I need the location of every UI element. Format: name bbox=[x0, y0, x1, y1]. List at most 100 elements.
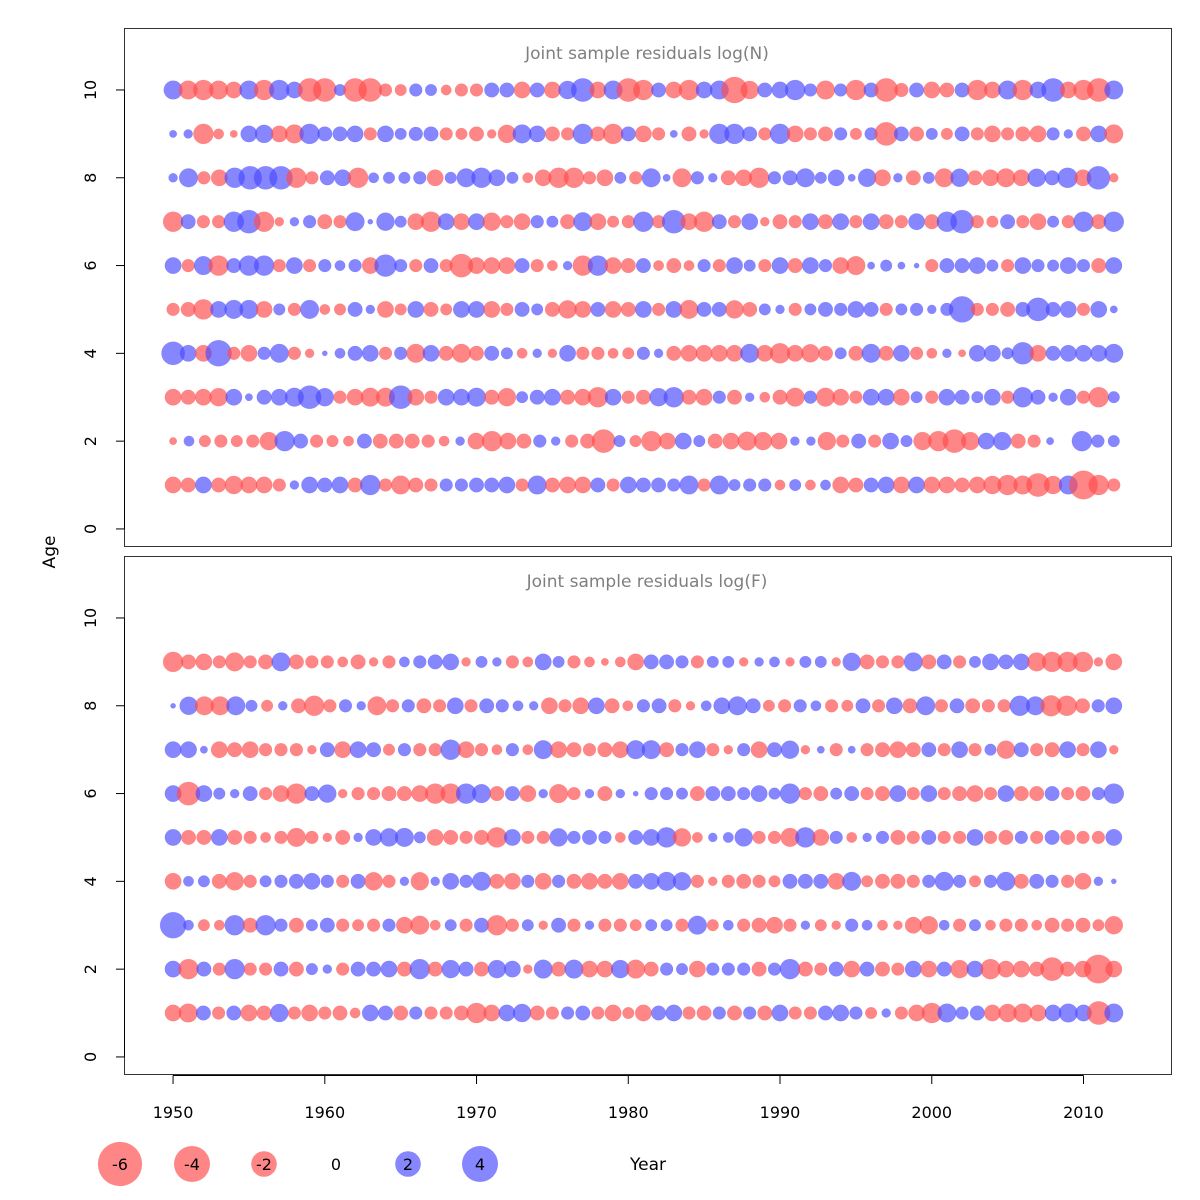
residual-bubble bbox=[567, 830, 581, 845]
residual-bubble bbox=[1091, 830, 1106, 845]
panel-log-f: Joint sample residuals log(F) 0 2 4 6 8 10 bbox=[81, 556, 1172, 1075]
residual-bubble bbox=[598, 830, 612, 845]
residual-bubble bbox=[178, 1003, 198, 1023]
y-tick-label: 10 bbox=[81, 80, 100, 100]
residual-bubble bbox=[1027, 168, 1046, 188]
residual-bubble bbox=[196, 829, 212, 845]
residual-bubble bbox=[622, 1006, 635, 1020]
residual-bubble bbox=[738, 657, 749, 667]
residual-bubble bbox=[742, 301, 758, 317]
residual-bubble bbox=[368, 172, 380, 184]
residual-bubble bbox=[643, 961, 659, 977]
residual-bubble bbox=[708, 876, 718, 887]
residual-bubble bbox=[1047, 215, 1060, 228]
residual-bubble bbox=[272, 258, 286, 273]
residual-bubble bbox=[406, 343, 426, 363]
residual-bubble bbox=[923, 476, 941, 494]
residual-bubble bbox=[875, 655, 890, 669]
residual-bubble bbox=[675, 655, 689, 669]
residual-bubble bbox=[211, 1006, 226, 1020]
residual-bubble bbox=[566, 873, 582, 889]
residual-bubble bbox=[878, 214, 894, 230]
residual-bubble bbox=[889, 785, 907, 803]
residual-bubble bbox=[440, 84, 452, 96]
residual-bubble bbox=[288, 917, 304, 933]
residual-bubble bbox=[679, 299, 699, 319]
residual-bubble bbox=[983, 874, 998, 888]
residual-bubble bbox=[287, 1006, 302, 1020]
residual-bubble bbox=[723, 744, 734, 755]
residual-bubble bbox=[815, 80, 836, 100]
residual-bubble bbox=[1076, 830, 1090, 845]
residual-bubble bbox=[766, 916, 783, 934]
residual-bubble bbox=[211, 477, 227, 493]
residual-bubble bbox=[183, 129, 193, 139]
residual-bubble bbox=[757, 82, 773, 98]
residual-bubble bbox=[567, 918, 581, 932]
residual-bubble bbox=[1046, 127, 1060, 141]
residual-bubble bbox=[816, 745, 825, 754]
residual-bubble bbox=[904, 916, 922, 934]
residual-bubble bbox=[803, 390, 818, 404]
residual-bubble bbox=[366, 961, 382, 977]
residual-bubble bbox=[1107, 478, 1121, 492]
residual-bubble bbox=[999, 918, 1013, 932]
residual-bubble bbox=[633, 211, 654, 232]
residual-bubble bbox=[347, 345, 363, 361]
x-tick-label: 1980 bbox=[608, 1103, 649, 1122]
residual-bubble bbox=[1091, 786, 1106, 801]
x-tick-label: 2000 bbox=[911, 1103, 952, 1122]
residual-bubble bbox=[1029, 873, 1045, 889]
residual-bubble bbox=[591, 1006, 605, 1020]
residual-bubble bbox=[968, 476, 986, 494]
residual-bubble bbox=[350, 961, 366, 977]
residual-bubble bbox=[213, 919, 225, 931]
residual-bubble bbox=[333, 390, 347, 404]
residual-bubble bbox=[689, 786, 705, 802]
residual-bubble bbox=[604, 388, 622, 406]
residual-bubble bbox=[1075, 786, 1091, 802]
residual-bubble bbox=[364, 872, 383, 891]
residual-bubble bbox=[949, 698, 965, 714]
residual-bubble bbox=[788, 302, 802, 317]
residual-bubble bbox=[721, 874, 735, 888]
residual-bubble bbox=[830, 787, 843, 800]
residual-bubble bbox=[934, 699, 949, 713]
residual-bubble bbox=[479, 698, 495, 714]
residual-bubble bbox=[522, 172, 534, 184]
residual-bubble bbox=[521, 830, 535, 845]
residual-bubble bbox=[597, 873, 613, 889]
residual-bubble bbox=[919, 915, 939, 935]
residual-bubble bbox=[395, 916, 413, 934]
residual-bubble bbox=[1013, 1003, 1033, 1023]
residual-bubble bbox=[529, 389, 545, 405]
residual-bubble bbox=[346, 125, 364, 143]
residual-bubble bbox=[255, 914, 276, 936]
residual-bubble bbox=[855, 698, 871, 714]
residual-bubble bbox=[787, 258, 803, 274]
residual-bubble bbox=[602, 123, 624, 145]
residual-bubble bbox=[573, 212, 593, 232]
residual-bubble bbox=[162, 211, 184, 232]
residual-bubble bbox=[659, 742, 675, 758]
residual-bubble bbox=[785, 387, 805, 407]
residual-bubble bbox=[347, 301, 363, 317]
residual-bubble bbox=[780, 740, 800, 759]
residual-bubble bbox=[1063, 129, 1074, 139]
residual-bubble bbox=[752, 830, 766, 845]
residual-bubble bbox=[458, 961, 474, 977]
residual-bubble bbox=[926, 347, 938, 359]
residual-bubble bbox=[309, 434, 324, 448]
residual-bubble bbox=[398, 171, 411, 184]
residual-bubble bbox=[708, 832, 718, 843]
residual-bubble bbox=[801, 257, 819, 275]
residual-bubble bbox=[614, 171, 627, 184]
residual-bubble bbox=[795, 168, 815, 188]
residual-bubble bbox=[424, 478, 438, 492]
residual-bubble bbox=[333, 215, 347, 229]
residual-bubble bbox=[651, 698, 667, 714]
residual-bubble bbox=[889, 741, 907, 759]
residual-bubble bbox=[983, 830, 998, 845]
residual-bubble bbox=[1060, 786, 1075, 801]
residual-bubble bbox=[817, 214, 834, 230]
